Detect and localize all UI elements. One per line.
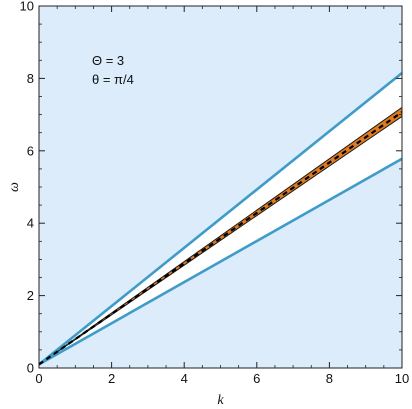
y-tick-label: 2 — [27, 288, 34, 303]
y-tick-label: 6 — [27, 143, 34, 158]
lower-boundary-line — [38, 157, 403, 366]
x-tick-label: 8 — [326, 371, 333, 386]
x-tick-label: 4 — [181, 371, 188, 386]
y-tick-label: 4 — [27, 216, 34, 231]
y-tick-label: 8 — [27, 71, 34, 86]
y-tick-label: 10 — [20, 0, 34, 14]
axis-ticks: 0 2 4 6 8 10 0 2 4 6 8 10 — [20, 0, 410, 386]
y-axis-label: ω — [7, 182, 22, 192]
annotation-theta-cap: Θ = 3 — [92, 53, 124, 68]
y-tick-label: 0 — [27, 361, 34, 376]
annotation-theta: θ = π/4 — [92, 72, 134, 87]
upper-boundary-line — [38, 71, 403, 366]
x-tick-label: 0 — [35, 371, 42, 386]
x-tick-label: 6 — [253, 371, 260, 386]
dashed-line — [38, 111, 403, 366]
x-tick-label: 10 — [395, 371, 409, 386]
x-tick-label: 2 — [108, 371, 115, 386]
x-axis-label: k — [217, 393, 224, 408]
